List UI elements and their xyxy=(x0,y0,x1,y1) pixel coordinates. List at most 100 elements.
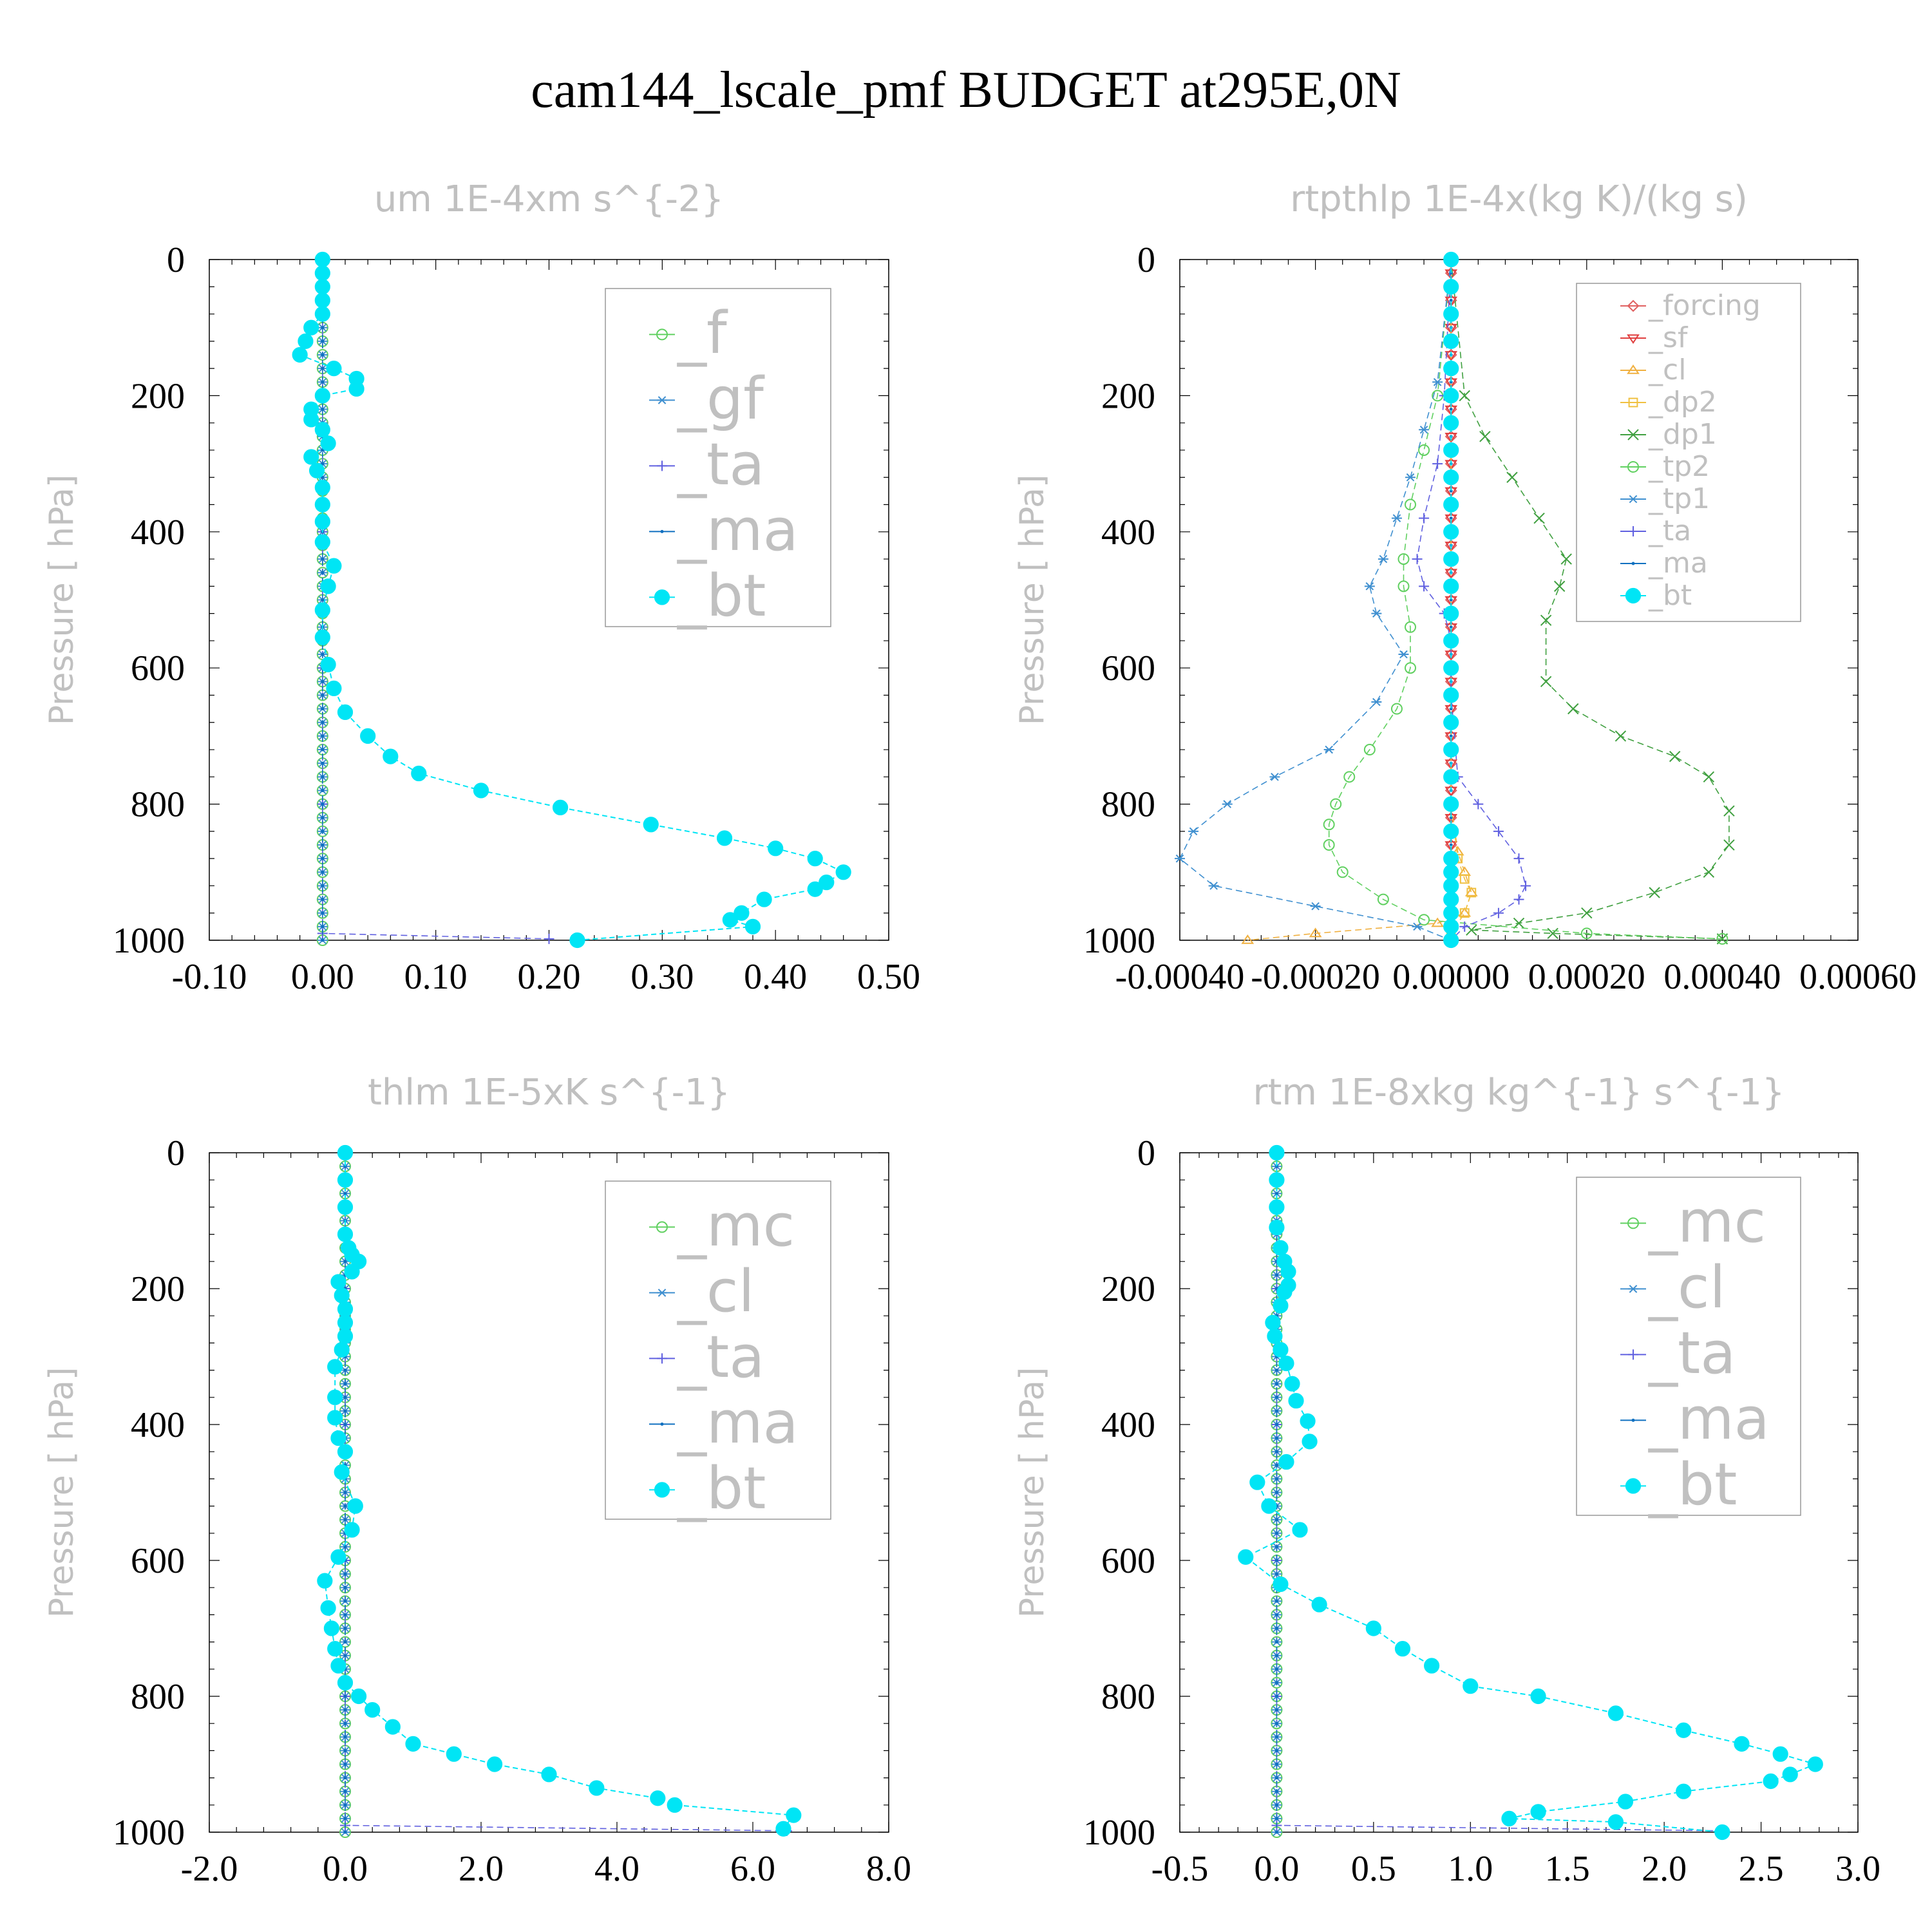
legend-label: _ta xyxy=(677,1323,764,1391)
axis-ticks xyxy=(209,259,889,941)
data-point xyxy=(716,830,733,846)
data-point xyxy=(343,1735,347,1739)
data-point xyxy=(1274,1776,1278,1780)
x-tick-label: 6.0 xyxy=(730,1849,775,1889)
legend-marker xyxy=(656,328,668,341)
data-point xyxy=(1365,1620,1381,1636)
x-tick-label: 0.00000 xyxy=(1392,957,1510,997)
data-point xyxy=(1278,1355,1294,1372)
data-point xyxy=(292,346,308,363)
data-point xyxy=(337,1328,354,1344)
legend-marker xyxy=(657,396,667,404)
data-point xyxy=(405,1736,421,1752)
legend-marker xyxy=(657,1353,667,1364)
data-point xyxy=(1311,1596,1327,1613)
x-tick-label: 0.20 xyxy=(518,957,581,997)
data-point xyxy=(667,1797,683,1813)
data-point xyxy=(344,1264,360,1280)
legend-box xyxy=(605,288,831,627)
y-axis-label: Pressure [ hPa] xyxy=(1013,1367,1052,1618)
data-point xyxy=(1274,1763,1278,1766)
legend-label: _cl xyxy=(1648,354,1686,386)
data-point xyxy=(1443,361,1459,377)
data-point xyxy=(343,1382,347,1386)
data-point xyxy=(1443,306,1459,322)
x-tick-label: 0.5 xyxy=(1351,1849,1396,1889)
data-point xyxy=(1330,798,1342,810)
data-point xyxy=(1188,827,1199,836)
data-point xyxy=(360,728,376,744)
data-point xyxy=(1567,703,1579,715)
series-line xyxy=(1416,259,1526,941)
data-point xyxy=(1443,279,1459,295)
data-point xyxy=(1449,598,1453,601)
data-point xyxy=(337,1444,354,1460)
data-point xyxy=(343,1613,347,1616)
y-tick-label: 0 xyxy=(167,1133,185,1173)
data-point xyxy=(1261,1498,1277,1514)
data-point xyxy=(1716,933,1728,945)
data-point xyxy=(1274,1518,1278,1522)
y-tick-label: 0 xyxy=(167,240,185,280)
legend-label: _bt xyxy=(677,562,766,630)
data-point xyxy=(1292,1522,1308,1538)
y-tick-label: 1000 xyxy=(113,1813,185,1853)
x-tick-label: 2.5 xyxy=(1739,1849,1784,1889)
data-point xyxy=(314,251,330,268)
data-point xyxy=(1443,796,1459,812)
data-point xyxy=(1520,880,1531,891)
data-point xyxy=(1530,1804,1546,1820)
data-point xyxy=(1288,1392,1304,1409)
data-point xyxy=(321,829,325,833)
y-tick-label: 1000 xyxy=(1083,1813,1155,1853)
data-point xyxy=(321,925,325,929)
data-point xyxy=(321,734,325,738)
data-point xyxy=(343,1599,347,1603)
data-point xyxy=(1300,1413,1316,1429)
data-point xyxy=(1274,1436,1278,1440)
x-tick-label: -0.00040 xyxy=(1115,957,1245,997)
data-point xyxy=(1265,1314,1281,1331)
data-point xyxy=(1274,1396,1278,1399)
y-tick-label: 400 xyxy=(131,1405,185,1445)
data-point xyxy=(1763,1773,1779,1789)
data-point xyxy=(343,1817,347,1821)
data-point xyxy=(314,279,330,295)
y-tick-label: 600 xyxy=(1101,1541,1155,1581)
y-axis-label: Pressure [ hPa] xyxy=(1013,475,1052,726)
data-point xyxy=(321,408,325,412)
data-point xyxy=(1493,826,1504,837)
x-tick-label: 8.0 xyxy=(866,1849,911,1889)
data-point xyxy=(1412,554,1423,565)
data-point xyxy=(320,656,336,673)
axis-ticks xyxy=(1179,1152,1859,1833)
x-tick-label: 1.5 xyxy=(1545,1849,1590,1889)
legend-label: _tp1 xyxy=(1648,482,1710,515)
data-point xyxy=(734,905,750,921)
data-point xyxy=(1274,1164,1278,1168)
x-tick-label: 0.00040 xyxy=(1663,957,1781,997)
data-point xyxy=(326,361,342,377)
data-point xyxy=(343,1803,347,1807)
data-point xyxy=(343,1694,347,1698)
data-point xyxy=(1390,703,1403,715)
legend-marker xyxy=(1625,1478,1642,1494)
data-point xyxy=(1241,934,1255,944)
data-point xyxy=(1309,927,1322,938)
data-point xyxy=(337,1226,354,1242)
legend-marker xyxy=(654,589,670,605)
data-point xyxy=(351,1688,367,1705)
data-point xyxy=(1274,1409,1278,1413)
data-point xyxy=(1443,878,1459,894)
data-point xyxy=(337,1314,354,1331)
data-point xyxy=(321,380,325,384)
data-point xyxy=(321,679,325,683)
data-point xyxy=(1443,333,1459,349)
data-point xyxy=(321,652,325,656)
panel-title: rtm 1E-8xkg kg^{-1} s^{-1} xyxy=(1253,1072,1785,1113)
data-point xyxy=(1581,907,1593,919)
data-point xyxy=(314,306,330,322)
data-point xyxy=(334,1287,350,1303)
data-point xyxy=(1540,614,1552,626)
series-line xyxy=(1247,260,1472,941)
